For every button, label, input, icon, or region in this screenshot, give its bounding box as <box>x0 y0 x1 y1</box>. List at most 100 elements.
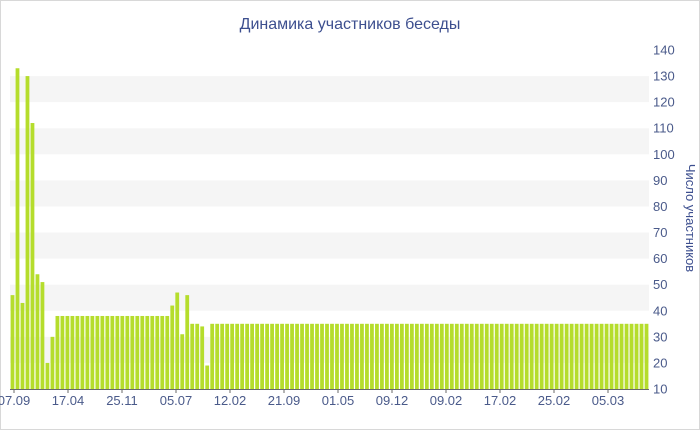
bar[interactable] <box>390 323 394 389</box>
bar[interactable] <box>350 323 354 389</box>
bar[interactable] <box>444 323 449 389</box>
bar[interactable] <box>330 323 334 389</box>
bar[interactable] <box>429 323 434 389</box>
bar[interactable] <box>165 315 170 389</box>
bar[interactable] <box>105 315 110 389</box>
bar[interactable] <box>45 362 50 389</box>
bar[interactable] <box>50 336 55 389</box>
bar[interactable] <box>35 274 40 389</box>
bar[interactable] <box>464 323 469 389</box>
bar[interactable] <box>195 323 200 389</box>
bar[interactable] <box>609 323 614 389</box>
bar[interactable] <box>110 315 115 389</box>
bar[interactable] <box>434 323 439 389</box>
bar[interactable] <box>365 323 369 389</box>
bar[interactable] <box>20 302 25 389</box>
bar[interactable] <box>295 323 299 389</box>
bar[interactable] <box>624 323 629 389</box>
bar[interactable] <box>150 315 155 389</box>
bar[interactable] <box>554 323 559 389</box>
bar[interactable] <box>419 323 424 389</box>
bar[interactable] <box>285 323 289 389</box>
bar[interactable] <box>315 323 319 389</box>
bar[interactable] <box>75 315 80 389</box>
bar[interactable] <box>95 315 100 389</box>
bar[interactable] <box>320 323 324 389</box>
bar[interactable] <box>125 315 130 389</box>
bar[interactable] <box>454 323 459 389</box>
bar[interactable] <box>574 323 579 389</box>
bar[interactable] <box>634 323 639 389</box>
bar[interactable] <box>494 323 499 389</box>
bar[interactable] <box>579 323 584 389</box>
bar[interactable] <box>395 323 399 389</box>
bar[interactable] <box>355 323 359 389</box>
bar[interactable] <box>409 323 414 389</box>
bar[interactable] <box>300 323 304 389</box>
bar[interactable] <box>385 323 389 389</box>
bar[interactable] <box>474 323 479 389</box>
bar[interactable] <box>399 323 404 389</box>
bar[interactable] <box>190 323 195 389</box>
bar[interactable] <box>160 315 165 389</box>
bar[interactable] <box>225 323 230 389</box>
bar[interactable] <box>215 323 220 389</box>
bar[interactable] <box>370 323 374 389</box>
bar[interactable] <box>65 315 70 389</box>
bar[interactable] <box>40 282 45 389</box>
bar[interactable] <box>599 323 604 389</box>
bar[interactable] <box>629 323 634 389</box>
bar[interactable] <box>255 323 260 389</box>
bar[interactable] <box>499 323 504 389</box>
bar[interactable] <box>270 323 274 389</box>
bar[interactable] <box>614 323 619 389</box>
bar[interactable] <box>589 323 594 389</box>
bar[interactable] <box>155 315 160 389</box>
bar[interactable] <box>604 323 609 389</box>
bar[interactable] <box>210 323 215 389</box>
bar[interactable] <box>280 323 284 389</box>
bar[interactable] <box>250 323 255 389</box>
bar[interactable] <box>569 323 574 389</box>
bar[interactable] <box>175 292 180 389</box>
bar[interactable] <box>380 323 384 389</box>
bar[interactable] <box>484 323 489 389</box>
bar[interactable] <box>230 323 235 389</box>
bar[interactable] <box>15 68 20 389</box>
bar[interactable] <box>140 315 145 389</box>
bar[interactable] <box>345 323 349 389</box>
bar[interactable] <box>90 315 95 389</box>
bar[interactable] <box>60 315 65 389</box>
bar[interactable] <box>290 323 294 389</box>
bar[interactable] <box>424 323 429 389</box>
bar[interactable] <box>519 323 524 389</box>
bar[interactable] <box>539 323 544 389</box>
bar[interactable] <box>594 323 599 389</box>
bar[interactable] <box>220 323 225 389</box>
bar[interactable] <box>240 323 245 389</box>
bar[interactable] <box>145 315 150 389</box>
bar[interactable] <box>414 323 419 389</box>
bar[interactable] <box>130 315 135 389</box>
bar[interactable] <box>340 323 344 389</box>
bar[interactable] <box>644 323 649 389</box>
bar[interactable] <box>310 323 314 389</box>
bar[interactable] <box>135 315 140 389</box>
bar[interactable] <box>584 323 589 389</box>
bar[interactable] <box>55 315 60 389</box>
bar[interactable] <box>185 295 190 389</box>
bar[interactable] <box>489 323 494 389</box>
bar[interactable] <box>120 315 125 389</box>
bar[interactable] <box>564 323 569 389</box>
bar[interactable] <box>439 323 444 389</box>
bar[interactable] <box>449 323 454 389</box>
bar[interactable] <box>235 323 240 389</box>
bar[interactable] <box>335 323 339 389</box>
bar[interactable] <box>30 123 35 390</box>
bar[interactable] <box>375 323 379 389</box>
bar[interactable] <box>479 323 484 389</box>
bar[interactable] <box>80 315 85 389</box>
bar[interactable] <box>459 323 464 389</box>
bar[interactable] <box>360 323 364 389</box>
bar[interactable] <box>325 323 329 389</box>
